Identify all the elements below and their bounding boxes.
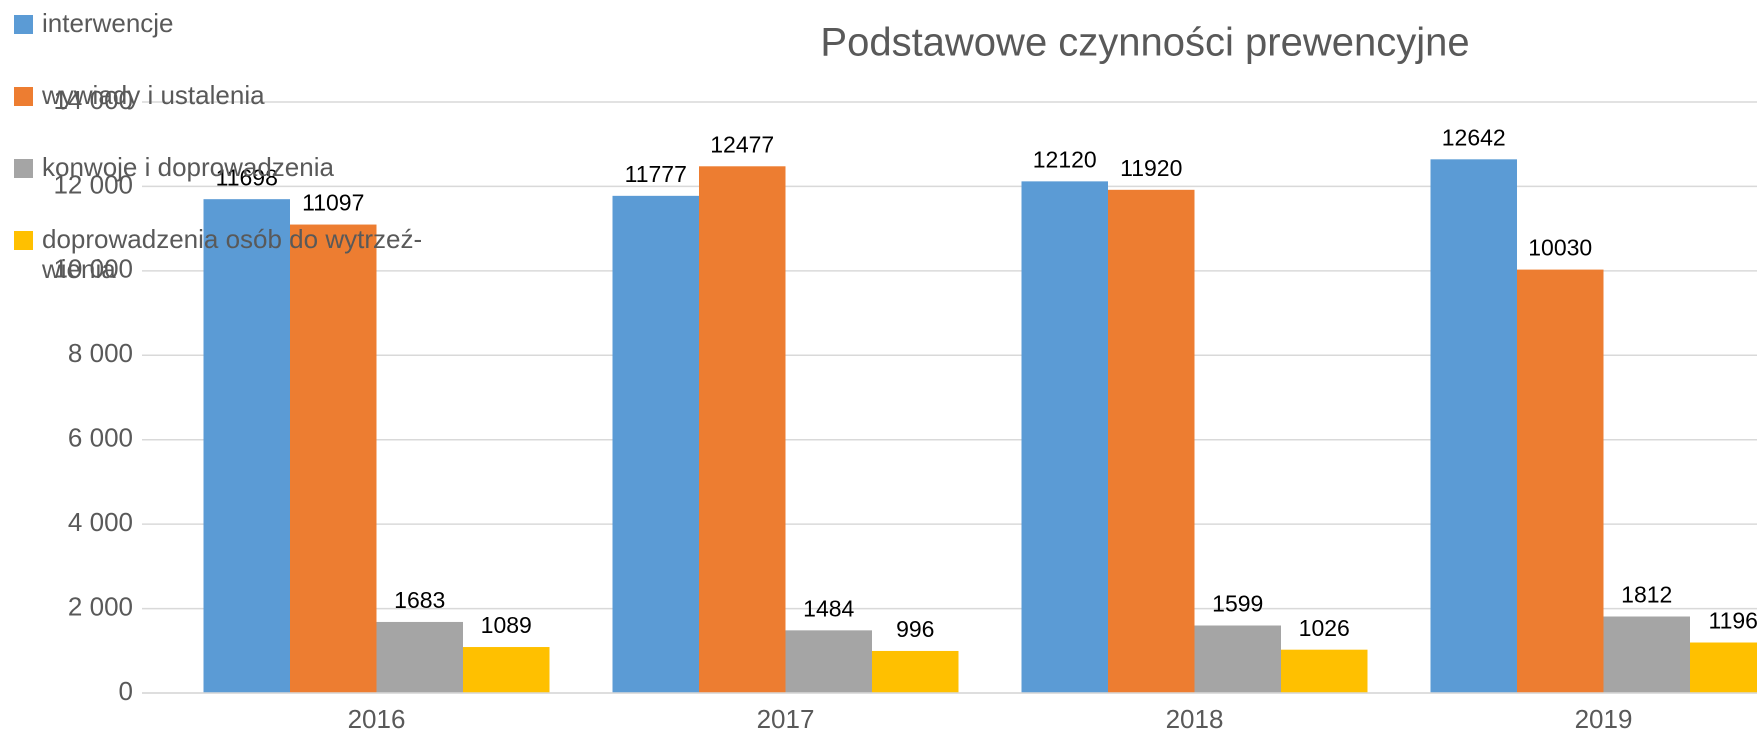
x-tick-label: 2016 bbox=[348, 704, 406, 734]
y-tick-label: 6 000 bbox=[68, 423, 133, 453]
bar bbox=[1603, 616, 1690, 693]
x-tick-label: 2017 bbox=[757, 704, 815, 734]
data-label: 1196 bbox=[1709, 608, 1757, 634]
bar bbox=[1430, 159, 1517, 693]
y-tick-label: 10 000 bbox=[53, 254, 133, 284]
data-label: 1683 bbox=[394, 587, 445, 613]
chart-title: Podstawowe czynności prewencyjne bbox=[820, 21, 1469, 65]
y-tick-label: 0 bbox=[119, 676, 133, 706]
data-label: 1599 bbox=[1212, 591, 1263, 617]
legend-label: konwoje i doprowadzenia bbox=[42, 152, 334, 182]
bar bbox=[1517, 269, 1604, 693]
legend-label: interwencje bbox=[42, 8, 174, 38]
data-label: 1484 bbox=[803, 595, 854, 621]
data-label: 10030 bbox=[1528, 235, 1592, 261]
y-tick-label: 14 000 bbox=[53, 85, 133, 115]
legend-swatch bbox=[14, 87, 33, 106]
bar bbox=[612, 195, 699, 694]
bar bbox=[1690, 642, 1757, 693]
data-label: 1089 bbox=[481, 612, 532, 638]
bar bbox=[699, 166, 786, 693]
bar bbox=[1108, 189, 1195, 693]
bar bbox=[203, 199, 290, 693]
data-label: 11920 bbox=[1120, 155, 1182, 181]
data-label: 11097 bbox=[302, 190, 364, 216]
x-tick-label: 2019 bbox=[1575, 704, 1633, 734]
legend-label: wywiady i ustalenia bbox=[42, 80, 265, 110]
bar bbox=[1194, 625, 1281, 693]
bar bbox=[463, 647, 550, 693]
legend-swatch bbox=[14, 231, 33, 250]
data-label: 996 bbox=[896, 616, 934, 642]
x-tick-label: 2018 bbox=[1166, 704, 1224, 734]
bar bbox=[1281, 649, 1368, 693]
data-label: 12477 bbox=[710, 131, 774, 157]
data-label: 11777 bbox=[625, 161, 687, 187]
data-label: 12642 bbox=[1442, 124, 1506, 150]
legend-swatch bbox=[14, 15, 33, 34]
bar bbox=[376, 621, 463, 693]
data-label: 11698 bbox=[216, 164, 278, 190]
y-tick-label: 12 000 bbox=[53, 169, 133, 199]
bar bbox=[290, 224, 377, 693]
bar bbox=[872, 650, 959, 693]
legend-swatch bbox=[14, 159, 33, 178]
bar bbox=[785, 630, 872, 693]
legend-label: doprowadzenia osób do wytrzeź- wienia bbox=[42, 224, 423, 284]
data-label: 12120 bbox=[1033, 146, 1097, 172]
data-label: 1812 bbox=[1621, 582, 1672, 608]
y-tick-label: 2 000 bbox=[68, 591, 133, 621]
y-tick-label: 8 000 bbox=[68, 338, 133, 368]
grid bbox=[142, 101, 1757, 694]
y-tick-label: 4 000 bbox=[68, 507, 133, 537]
bar bbox=[1021, 181, 1108, 693]
data-label: 1026 bbox=[1299, 615, 1350, 641]
